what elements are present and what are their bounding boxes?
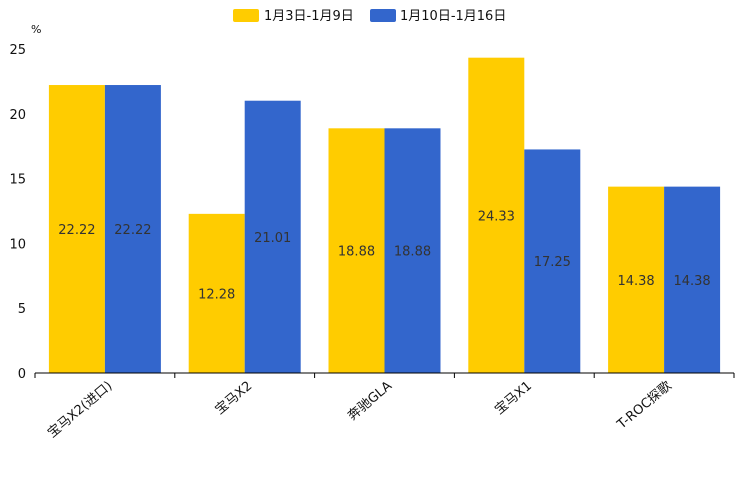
legend-swatch-series-2[interactable]: [370, 9, 396, 22]
legend[interactable]: 1月3日-1月9日 1月10日-1月16日: [233, 9, 506, 24]
bar-1-2[interactable]: [188, 213, 245, 373]
x-tick-label: 宝马X2: [213, 379, 256, 418]
bar-2-2[interactable]: [244, 100, 301, 374]
bar-2-4[interactable]: [524, 149, 581, 373]
y-tick-label: 0: [18, 367, 26, 382]
y-axis: 0 5 10 15 20 25: [9, 43, 26, 382]
y-tick-label: 25: [9, 43, 26, 58]
data-label: 18.88: [394, 245, 431, 260]
data-label: 14.38: [673, 274, 710, 289]
legend-swatch-series-1[interactable]: [233, 9, 259, 22]
data-label: 14.38: [617, 274, 654, 289]
x-tick-label: 宝马X2(进口): [45, 379, 115, 441]
x-tick-label: 宝马X1: [492, 379, 535, 418]
data-labels: 22.22 22.22 12.28 21.01 18.88 18.88 24.33 17.25…: [58, 209, 710, 302]
data-label: 22.22: [58, 223, 95, 238]
data-label: 12.28: [198, 287, 235, 302]
data-label: 24.33: [478, 209, 515, 224]
bar-1-5[interactable]: [608, 186, 665, 373]
data-label: 22.22: [114, 223, 151, 238]
y-tick-label: 20: [9, 108, 26, 123]
y-tick-label: 10: [9, 237, 26, 252]
y-tick-label: 15: [9, 173, 26, 188]
bar-2-3[interactable]: [384, 128, 441, 373]
legend-label-series-1[interactable]: 1月3日-1月9日: [264, 9, 354, 24]
bar-1-1[interactable]: [48, 85, 105, 373]
data-label: 21.01: [254, 231, 291, 246]
x-tick-label: 奔驰GLA: [345, 379, 395, 424]
y-tick-label: 5: [18, 302, 26, 317]
bar-2-5[interactable]: [664, 186, 721, 373]
bar-1-3[interactable]: [328, 128, 385, 373]
bars: [48, 57, 721, 374]
x-axis: 宝马X2(进口) 宝马X2 奔驰GLA 宝马X1 T-ROC探歌: [34, 373, 735, 441]
data-label: 17.25: [534, 255, 571, 270]
data-label: 18.88: [338, 245, 375, 260]
y-axis-unit-label: %: [31, 23, 41, 36]
x-tick-label: T-ROC探歌: [614, 379, 675, 433]
legend-label-series-2[interactable]: 1月10日-1月16日: [400, 9, 506, 24]
bar-1-4[interactable]: [468, 57, 525, 374]
bar-2-1[interactable]: [104, 85, 161, 373]
